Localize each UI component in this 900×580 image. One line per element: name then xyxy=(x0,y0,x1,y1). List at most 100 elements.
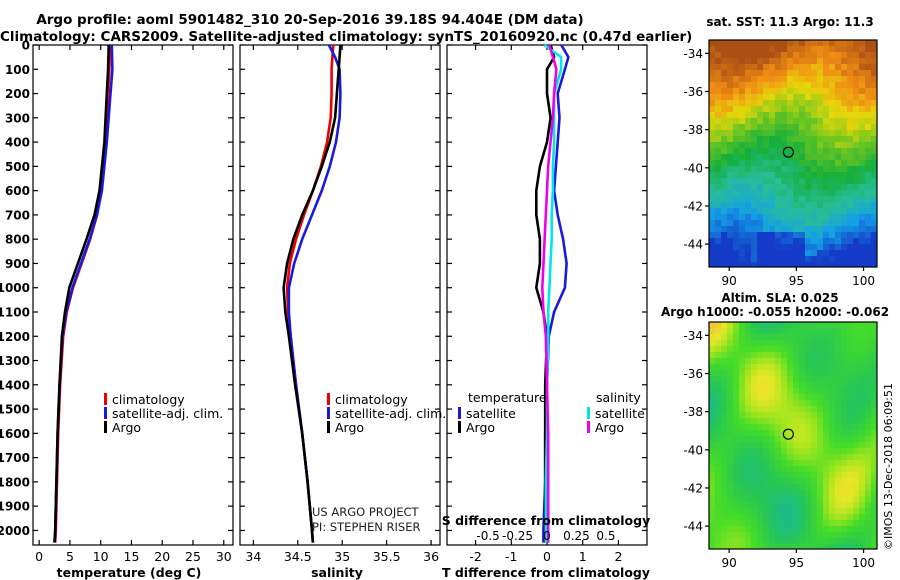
sst-cell xyxy=(769,130,776,137)
sst-cell xyxy=(823,256,830,263)
sst-cell xyxy=(709,202,716,209)
sst-cell xyxy=(859,196,866,203)
legend-label-s-argo: Argo xyxy=(595,420,624,435)
sla-cell xyxy=(871,514,877,521)
sst-cell xyxy=(769,220,776,227)
sst-cell xyxy=(751,202,758,209)
sla-cell xyxy=(805,406,812,413)
sst-cell xyxy=(799,52,806,59)
sla-cell xyxy=(721,502,728,509)
sla-cell xyxy=(805,322,812,329)
sst-cell xyxy=(859,208,866,215)
sla-cell xyxy=(823,478,830,485)
sla-cell xyxy=(715,448,722,455)
sla-cell xyxy=(859,352,866,359)
sla-cell xyxy=(829,496,836,503)
sla-cell xyxy=(745,370,752,377)
sla-cell xyxy=(727,430,734,437)
sla-cell xyxy=(739,412,746,419)
sst-cell xyxy=(823,46,830,53)
sst-cell xyxy=(853,166,860,173)
sst-cell xyxy=(841,190,848,197)
sla-cell xyxy=(829,514,836,521)
sst-cell xyxy=(763,238,770,245)
sla-cell xyxy=(721,334,728,341)
sst-cell xyxy=(871,262,877,267)
sla-cell xyxy=(757,454,764,461)
sla-cell xyxy=(721,430,728,437)
sla-cell xyxy=(769,544,776,549)
sst-cell xyxy=(847,250,854,257)
sla-cell xyxy=(847,484,854,491)
sst-cell xyxy=(829,256,836,263)
sst-cell xyxy=(769,190,776,197)
sla-cell xyxy=(745,484,752,491)
sst-cell xyxy=(733,250,740,257)
sst-cell xyxy=(739,202,746,209)
sst-cell xyxy=(835,106,842,113)
sst-cell xyxy=(709,238,716,245)
sla-cell xyxy=(751,412,758,419)
sla-cell xyxy=(781,538,788,545)
sla-cell xyxy=(769,352,776,359)
sst-cell xyxy=(853,94,860,101)
sst-cell xyxy=(745,172,752,179)
sla-cell xyxy=(859,358,866,365)
sst-cell xyxy=(709,112,716,119)
sla-cell xyxy=(787,490,794,497)
sst-cell xyxy=(853,208,860,215)
sla-cell xyxy=(715,430,722,437)
sla-cell xyxy=(787,424,794,431)
sla-cell xyxy=(835,460,842,467)
sst-cell xyxy=(793,238,800,245)
sla-cell xyxy=(811,328,818,335)
legend-swatch-argo xyxy=(327,421,330,433)
sst-cell xyxy=(847,190,854,197)
sla-cell xyxy=(871,454,877,461)
sst-cell xyxy=(721,172,728,179)
sla-cell xyxy=(811,406,818,413)
sst-cell xyxy=(871,208,877,215)
sla-cell xyxy=(721,388,728,395)
sla-cell xyxy=(727,490,734,497)
sla-cell xyxy=(793,382,800,389)
sla-cell xyxy=(739,502,746,509)
sst-cell xyxy=(781,88,788,95)
sst-cell xyxy=(841,196,848,203)
sla-cell xyxy=(787,520,794,527)
sla-cell xyxy=(769,472,776,479)
sla-cell xyxy=(757,376,764,383)
sst-cell xyxy=(709,64,716,71)
sst-cell xyxy=(829,220,836,227)
sla-cell xyxy=(721,484,728,491)
sst-cell xyxy=(787,202,794,209)
sst-cell xyxy=(859,130,866,137)
sst-cell xyxy=(793,220,800,227)
sst-cell xyxy=(727,202,734,209)
sst-cell xyxy=(721,166,728,173)
sla-cell xyxy=(715,466,722,473)
sst-cell xyxy=(769,178,776,185)
sla-cell xyxy=(811,334,818,341)
sla-cell xyxy=(853,358,860,365)
sst-cell xyxy=(721,178,728,185)
sst-cell xyxy=(811,136,818,143)
sst-cell xyxy=(811,106,818,113)
sla-cell xyxy=(751,346,758,353)
sst-cell xyxy=(817,268,824,275)
sst-cell xyxy=(859,142,866,149)
sla-cell xyxy=(841,526,848,533)
sst-cell xyxy=(715,244,722,251)
sst-cell xyxy=(853,238,860,245)
sla-cell xyxy=(871,418,877,425)
y-tick-label: 1200 xyxy=(0,330,30,344)
sla-cell xyxy=(847,382,854,389)
sst-cell xyxy=(817,124,824,131)
sst-cell xyxy=(841,40,848,47)
sla-cell xyxy=(805,328,812,335)
sst-cell xyxy=(787,196,794,203)
sla-cell xyxy=(721,370,728,377)
sla-cell xyxy=(871,520,877,527)
sst-cell xyxy=(757,106,764,113)
sla-cell xyxy=(859,442,866,449)
